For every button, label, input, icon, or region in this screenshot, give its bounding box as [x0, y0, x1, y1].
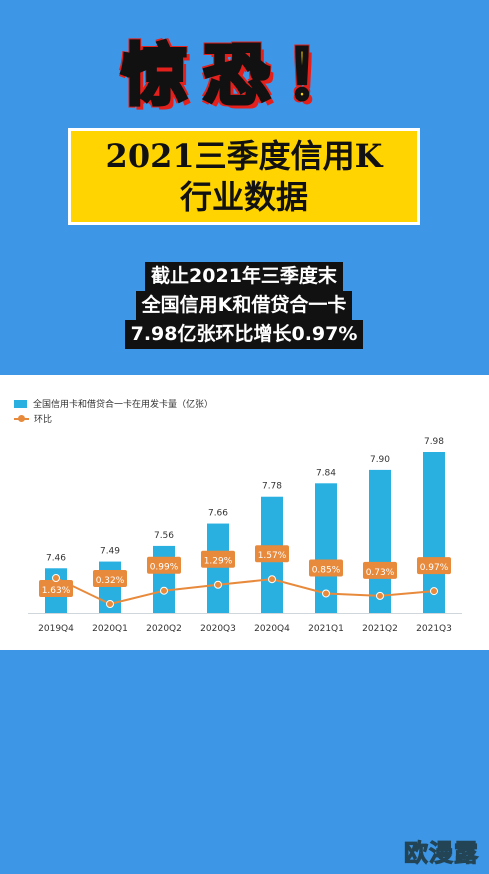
bar-value-label: 7.46	[46, 553, 66, 563]
x-tick-label: 2020Q4	[254, 624, 290, 634]
growth-value-label: 0.99%	[150, 563, 179, 573]
growth-label-box	[363, 561, 397, 579]
growth-label-box	[93, 570, 127, 587]
growth-point	[430, 587, 438, 596]
growth-value-label: 1.63%	[42, 586, 71, 596]
headline: 惊恐！	[120, 35, 368, 116]
x-tick-label: 2020Q3	[200, 624, 236, 634]
x-tick-label: 2019Q4	[38, 624, 74, 634]
x-tick-label: 2021Q1	[308, 624, 344, 634]
bar-value-label: 7.78	[262, 482, 282, 492]
chart-panel: 全国信用卡和借贷合一卡在用发卡量（亿张） 环比 7.46 2019Q4 7.49 20…	[0, 375, 489, 650]
summary-caption: 截止2021年三季度末 全国信用K和借贷合一卡 7.98亿张环比增长0.97%	[92, 262, 396, 349]
bar-value-label: 7.56	[154, 531, 174, 541]
legend-line-label: 环比	[34, 415, 53, 425]
summary-line-2: 全国信用K和借贷合一卡	[135, 291, 353, 320]
summary-line-1: 截止2021年三季度末	[145, 262, 343, 291]
growth-label-box	[147, 556, 181, 574]
bar-2020Q2	[153, 545, 175, 613]
growth-point	[214, 580, 222, 589]
title-line-1: 2021三季度信用K	[105, 136, 383, 175]
legend-bar-label: 全国信用卡和借贷合一卡在用发卡量（亿张）	[33, 400, 214, 410]
growth-value-label: 0.97%	[420, 563, 449, 573]
growth-value-label: 1.57%	[258, 551, 287, 561]
title-box: 2021三季度信用K 行业数据	[68, 128, 420, 225]
growth-point	[268, 575, 276, 584]
growth-label-box	[309, 559, 343, 577]
watermark: 欧漫露	[404, 839, 479, 868]
legend-item-bars: 全国信用卡和借贷合一卡在用发卡量（亿张）	[14, 397, 213, 410]
bar-value-label: 7.90	[370, 455, 390, 465]
growth-point	[160, 586, 168, 595]
bar-2021Q2	[369, 469, 391, 613]
x-tick-label: 2020Q2	[146, 624, 182, 634]
growth-label-box	[255, 545, 289, 563]
legend-line-swatch	[14, 414, 29, 424]
growth-point	[106, 600, 114, 608]
x-tick-label: 2021Q2	[362, 624, 398, 634]
x-tick-label: 2020Q1	[92, 624, 128, 634]
growth-value-label: 0.32%	[96, 576, 125, 586]
bar-value-label: 7.98	[424, 437, 444, 447]
growth-point	[376, 591, 384, 600]
legend-item-line: 环比	[14, 412, 52, 425]
growth-label-box	[39, 580, 73, 597]
legend-bar-swatch	[14, 399, 27, 408]
growth-label-box	[417, 557, 451, 575]
growth-point	[322, 589, 330, 598]
growth-label-box	[201, 550, 235, 568]
bar-value-label: 7.49	[100, 547, 120, 557]
summary-line-3: 7.98亿张环比增长0.97%	[124, 320, 364, 349]
chart: 7.46 2019Q4 7.49 2020Q1 7.56 2020Q2 7.66 2020Q3…	[28, 437, 462, 634]
bar-value-label: 7.66	[208, 509, 228, 519]
x-tick-label: 2021Q3	[416, 624, 452, 634]
growth-value-label: 0.73%	[366, 568, 395, 578]
bar-value-label: 7.84	[316, 468, 336, 478]
title-line-2: 行业数据	[179, 177, 308, 216]
bar-2020Q3	[207, 523, 229, 613]
bar-2021Q1	[315, 483, 337, 613]
growth-point	[52, 574, 60, 582]
growth-value-label: 0.85%	[312, 565, 341, 575]
growth-value-label: 1.29%	[204, 557, 233, 567]
growth-line	[55, 577, 435, 606]
